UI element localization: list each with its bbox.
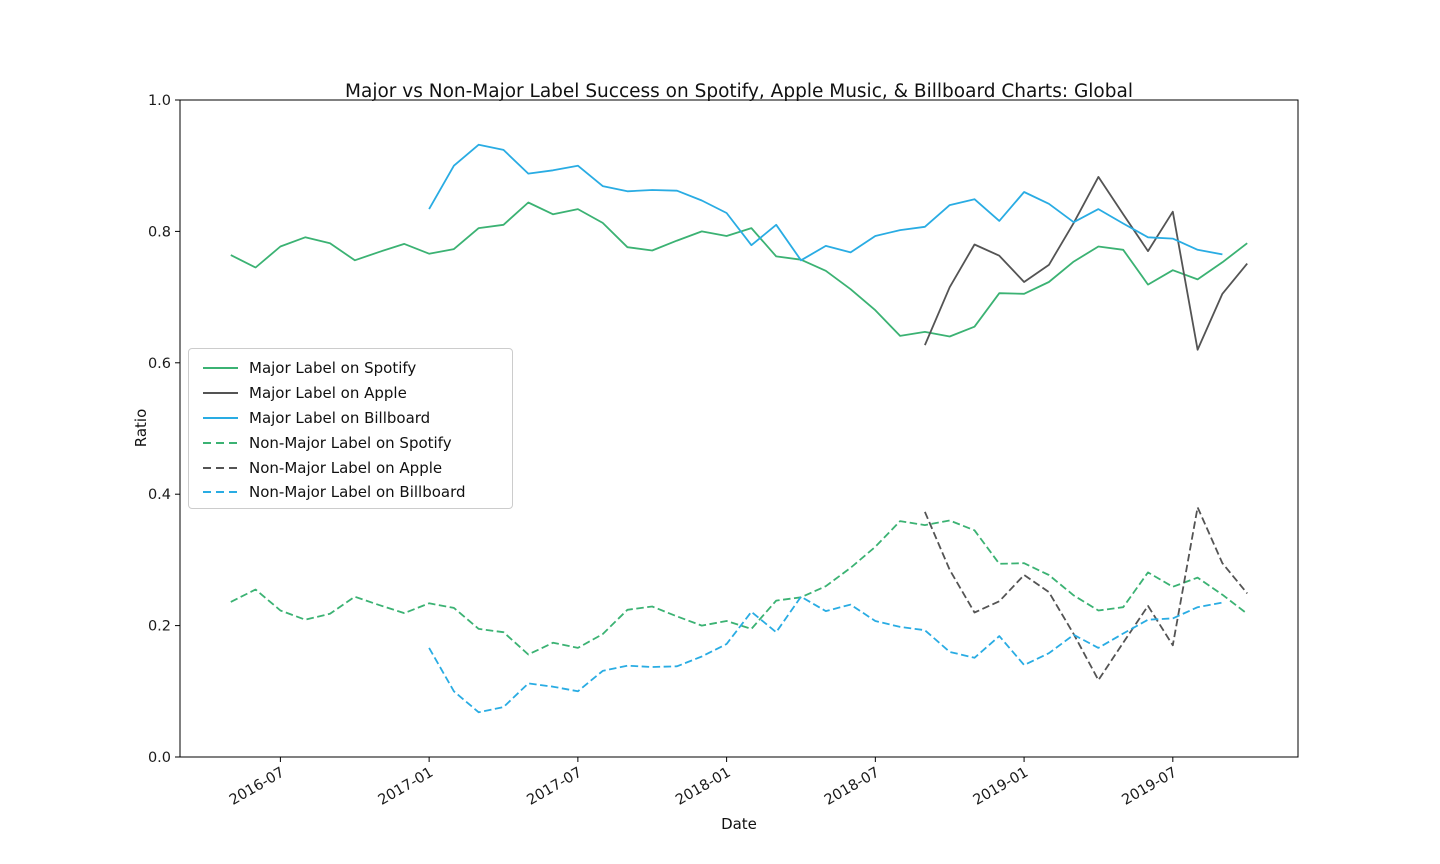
legend-item-major-label-on-spotify: Major Label on Spotify <box>189 356 512 381</box>
x-axis-label: Date <box>721 815 757 833</box>
legend-label: Non-Major Label on Spotify <box>249 433 452 452</box>
y-tick-label: 0.6 <box>148 356 171 372</box>
y-tick-label: 0.0 <box>148 750 171 766</box>
legend-line-sample <box>203 466 238 469</box>
x-tick-label: 2017-07 <box>524 765 584 809</box>
legend-line-sample <box>203 367 238 370</box>
x-tick-label: 2019-07 <box>1119 765 1179 809</box>
x-tick-label: 2018-07 <box>822 765 882 809</box>
legend-line-sample <box>203 441 238 444</box>
legend-item-major-label-on-billboard: Major Label on Billboard <box>189 406 512 431</box>
y-axis-label: Ratio <box>132 408 150 448</box>
x-tick-label: 2018-01 <box>673 765 733 809</box>
series-line-major-label-on-apple <box>924 175 1248 351</box>
legend-label: Major Label on Billboard <box>249 408 431 427</box>
legend-item-major-label-on-apple: Major Label on Apple <box>189 381 512 406</box>
legend-item-non-major-label-on-spotify: Non-Major Label on Spotify <box>189 430 512 455</box>
legend-line-sample <box>203 491 238 494</box>
legend-line-sample <box>203 392 238 395</box>
x-tick-label: 2019-01 <box>971 765 1031 809</box>
x-tick-label: 2017-01 <box>376 765 436 809</box>
legend-label: Non-Major Label on Apple <box>249 458 443 477</box>
series-line-major-label-on-billboard <box>428 143 1223 262</box>
legend-line-sample <box>203 416 238 419</box>
legend-item-non-major-label-on-apple: Non-Major Label on Apple <box>189 455 512 480</box>
series-line-major-label-on-spotify <box>230 201 1248 338</box>
x-tick-label: 2016-07 <box>227 765 287 809</box>
legend: Major Label on Spotify Major Label on App… <box>188 348 513 509</box>
legend-item-non-major-label-on-billboard: Non-Major Label on Billboard <box>189 480 512 505</box>
y-tick-label: 0.8 <box>148 224 171 240</box>
chart-title: Major vs Non-Major Label Success on Spot… <box>345 81 1133 102</box>
series-line-non-major-label-on-billboard <box>428 595 1223 714</box>
series-line-non-major-label-on-apple <box>924 506 1248 681</box>
legend-label: Major Label on Spotify <box>249 359 417 378</box>
y-tick-label: 0.4 <box>148 487 171 503</box>
series-line-non-major-label-on-spotify <box>230 519 1248 656</box>
y-tick-label: 1.0 <box>148 93 171 109</box>
legend-label: Major Label on Apple <box>249 384 407 403</box>
y-tick-label: 0.2 <box>148 619 171 635</box>
legend-label: Non-Major Label on Billboard <box>249 483 466 502</box>
